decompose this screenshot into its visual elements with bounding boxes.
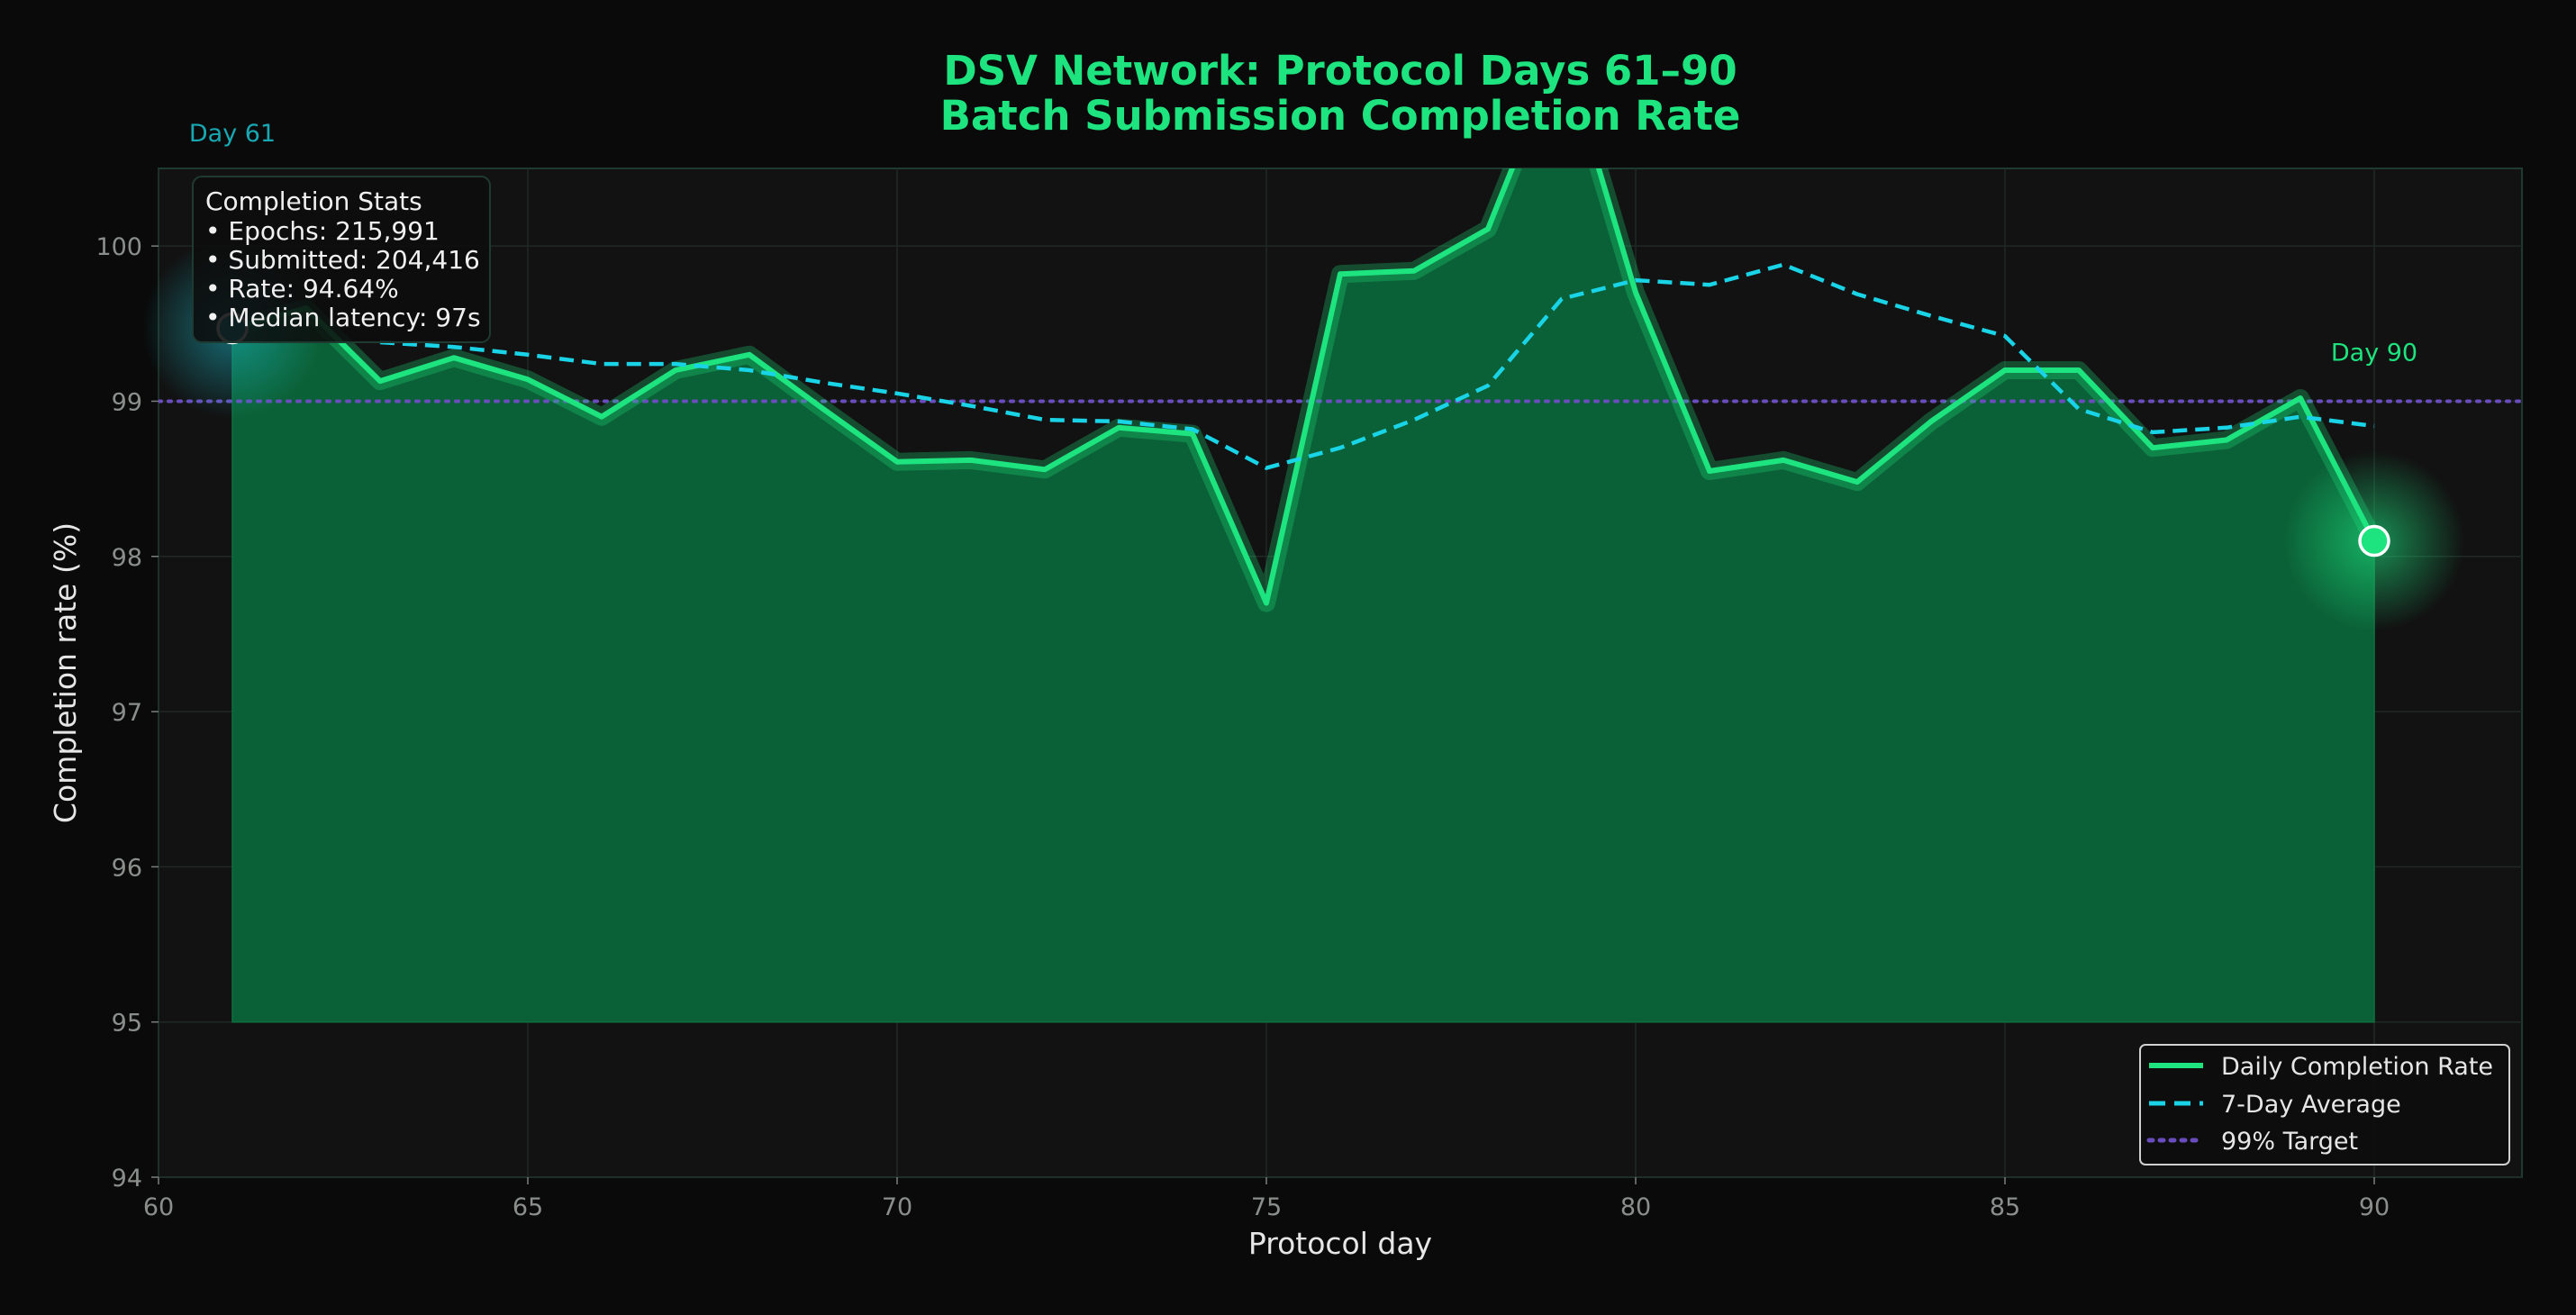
endpoint-label: Day 90 bbox=[2331, 340, 2417, 367]
y-tick-label: 99 bbox=[112, 388, 142, 416]
axis-ticks: 60 65 70 75 80 85 90 94 95 96 97 98 99 100 bbox=[95, 233, 2390, 1221]
stats-box: Completion Stats • Epochs: 215,991 • Sub… bbox=[192, 176, 491, 343]
stats-title: Completion Stats bbox=[205, 186, 422, 216]
average-line bbox=[379, 262, 2375, 470]
legend-label-average: 7-Day Average bbox=[2221, 1091, 2401, 1119]
y-tick-label: 96 bbox=[112, 854, 142, 882]
x-tick-label: 60 bbox=[143, 1193, 174, 1221]
legend: Daily Completion Rate 7-Day Average 99% … bbox=[2139, 1044, 2510, 1165]
legend-label-daily: Daily Completion Rate bbox=[2221, 1053, 2493, 1081]
x-tick-label: 75 bbox=[1251, 1193, 1282, 1221]
y-tick-label: 97 bbox=[112, 699, 142, 727]
endpoint-marker bbox=[2358, 524, 2390, 558]
y-tick-label: 94 bbox=[112, 1165, 142, 1193]
stats-line: • Median latency: 97s bbox=[205, 303, 481, 332]
x-tick-label: 80 bbox=[1620, 1193, 1651, 1221]
series-layer bbox=[159, 168, 2522, 612]
y-tick-label: 98 bbox=[112, 544, 142, 572]
daily-line bbox=[231, 168, 2377, 606]
x-tick-label: 85 bbox=[1990, 1193, 2020, 1221]
legend-label-target: 99% Target bbox=[2221, 1128, 2358, 1156]
x-tick-label: 65 bbox=[512, 1193, 543, 1221]
stats-line: • Rate: 94.64% bbox=[205, 274, 399, 304]
x-tick-label: 70 bbox=[882, 1193, 912, 1221]
chart-title-line1: DSV Network: Protocol Days 61–90 bbox=[943, 47, 1737, 95]
y-tick-label: 95 bbox=[112, 1010, 142, 1038]
x-tick-label: 90 bbox=[2359, 1193, 2390, 1221]
y-axis-label: Completion rate (%) bbox=[48, 522, 83, 823]
y-tick-label: 100 bbox=[95, 233, 142, 261]
endpoint-label: Day 61 bbox=[189, 120, 276, 148]
x-axis-label: Protocol day bbox=[1248, 1226, 1432, 1261]
chart-title-line2: Batch Submission Completion Rate bbox=[940, 92, 1741, 140]
stats-line: • Epochs: 215,991 bbox=[205, 216, 440, 246]
stats-line: • Submitted: 204,416 bbox=[205, 245, 480, 275]
